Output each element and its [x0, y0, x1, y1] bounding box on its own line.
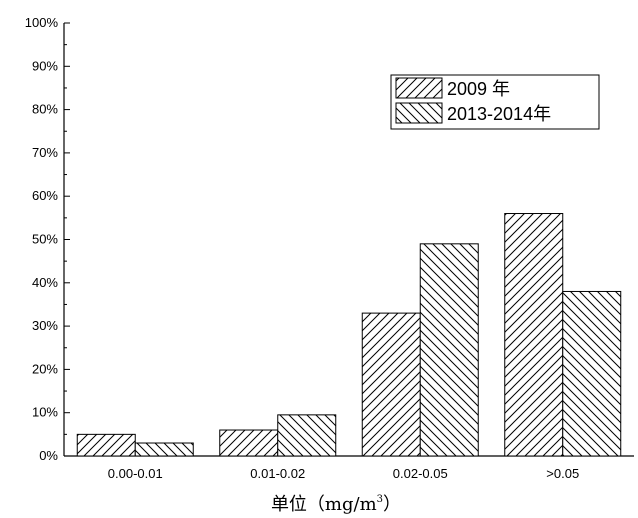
x-axis: 0.00-0.01 0.01-0.02 0.02-0.05 >0.05 — [108, 451, 579, 481]
y-tick-label: 20% — [32, 361, 58, 376]
bar-series-1 — [504, 213, 564, 457]
bars — [76, 213, 622, 457]
legend-swatch — [395, 77, 443, 99]
legend-label: 2009 年 — [447, 79, 510, 99]
x-axis-title-superscript: 3 — [377, 494, 383, 505]
bar-series-2 — [419, 243, 479, 457]
legend-label: 2013-2014年 — [447, 104, 551, 124]
x-tick-label: 0.02-0.05 — [393, 466, 448, 481]
y-tick-label: 100% — [25, 15, 59, 30]
x-tick-label: 0.01-0.02 — [250, 466, 305, 481]
y-tick-label: 90% — [32, 58, 58, 73]
y-axis: 0% 10% 20% 30% 40% 50% 60% 70% 80% 90% 100% — [25, 15, 70, 463]
y-tick-label: 50% — [32, 232, 58, 247]
bar-series-1 — [219, 429, 279, 457]
y-tick-label: 60% — [32, 188, 58, 203]
y-tick-label: 0% — [39, 448, 58, 463]
bar-series-1 — [361, 312, 421, 457]
y-tick-label: 70% — [32, 145, 58, 160]
legend-swatch — [395, 102, 443, 124]
y-tick-label: 40% — [32, 275, 58, 290]
x-tick-label: 0.00-0.01 — [108, 466, 163, 481]
y-tick-label: 80% — [32, 102, 58, 117]
x-axis-title-end: ） — [383, 494, 401, 515]
bar-series-2 — [562, 290, 622, 457]
legend: 2009 年 2013-2014年 — [390, 74, 600, 130]
x-axis-title-main: 单位（mg/m — [271, 494, 377, 515]
bar-series-2 — [277, 414, 337, 457]
x-tick-label: >0.05 — [546, 466, 579, 481]
y-tick-label: 10% — [32, 405, 58, 420]
y-tick-label: 30% — [32, 318, 58, 333]
bar-series-2 — [134, 442, 194, 457]
x-axis-title: 单位（mg/m3） — [271, 494, 401, 515]
bar-series-1 — [76, 433, 136, 457]
